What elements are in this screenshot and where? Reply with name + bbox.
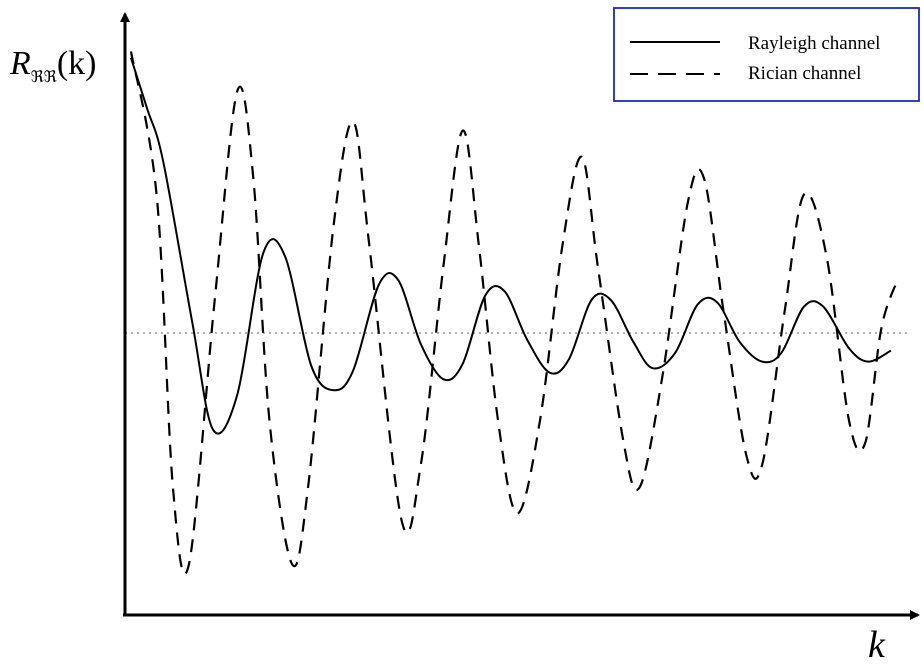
x-axis-title: k [868,624,886,664]
y-axis-title-suffix: (k) [57,45,97,82]
series-layer [129,51,899,575]
y-axis-title-base: R [9,45,31,82]
legend-label-rayleigh: Rayleigh channel [748,33,880,54]
legend-box [613,7,920,102]
legend: Rayleigh channel Rician channel [613,7,920,102]
legend-label-rician: Rician channel [748,63,861,84]
y-axis-title: Rℜℜ(k) [9,45,96,86]
y-axis-title-subscript: ℜℜ [31,69,57,86]
series-line-rician [129,51,899,575]
series-line-rayleigh [130,57,892,435]
